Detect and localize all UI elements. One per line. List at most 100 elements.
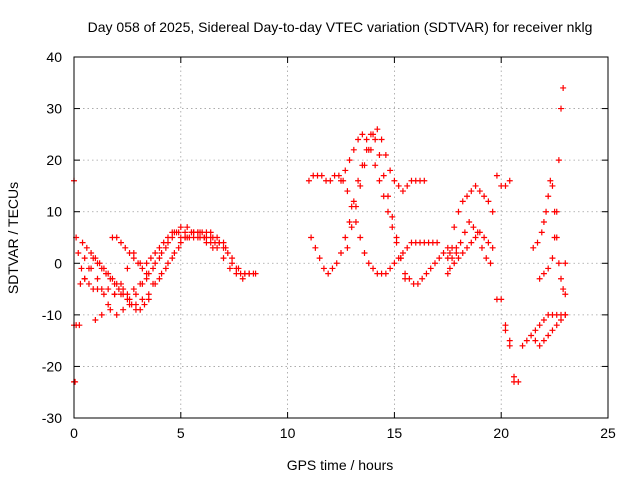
data-point: [382, 151, 389, 158]
data-point: [370, 131, 377, 138]
series-sat-arc-14: [502, 311, 569, 385]
data-point: [560, 286, 567, 293]
data-point: [85, 280, 92, 287]
data-point: [464, 193, 471, 200]
data-point: [446, 265, 453, 272]
data-point: [555, 157, 562, 164]
data-point: [384, 208, 391, 215]
tick-labels: 0 5 10 15 20 25 -30 -20 -10 0 10 20 30 40: [42, 49, 616, 441]
data-point: [316, 255, 323, 262]
data-point: [344, 244, 351, 251]
x-tick-label: 10: [280, 425, 296, 441]
data-point: [562, 291, 569, 298]
data-point: [124, 265, 131, 272]
data-point: [135, 260, 142, 267]
grid: [74, 57, 608, 418]
data-point: [393, 234, 400, 241]
data-point: [141, 301, 148, 308]
data-point: [427, 265, 434, 272]
data-point: [466, 219, 473, 226]
data-point: [344, 188, 351, 195]
data-point: [440, 249, 447, 256]
series-sat-arc-9: [344, 126, 428, 251]
data-point: [318, 172, 325, 179]
data-point: [370, 265, 377, 272]
data-point: [124, 296, 131, 303]
data-point: [220, 244, 227, 251]
data-point: [489, 244, 496, 251]
data-point: [515, 378, 522, 385]
data-point: [348, 224, 355, 231]
data-point: [534, 239, 541, 246]
data-point: [100, 291, 107, 298]
data-point: [380, 193, 387, 200]
data-point: [75, 249, 82, 256]
data-point: [562, 311, 569, 318]
data-point: [352, 219, 359, 226]
data-point: [139, 280, 146, 287]
data-point: [536, 275, 543, 282]
data-point: [325, 270, 332, 277]
data-point: [120, 306, 127, 313]
data-point: [113, 311, 120, 318]
data-point: [81, 255, 88, 262]
data-point: [107, 306, 114, 313]
x-tick-label: 25: [600, 425, 616, 441]
data-point: [158, 249, 165, 256]
data-point: [540, 317, 547, 324]
data-point: [511, 373, 518, 380]
data-point: [342, 234, 349, 241]
data-point: [380, 172, 387, 179]
data-point: [229, 260, 236, 267]
data-point: [436, 255, 443, 262]
data-point: [150, 265, 157, 272]
data-point: [175, 244, 182, 251]
series-sat-arc-6: [77, 255, 152, 313]
data-point: [481, 193, 488, 200]
data-point: [88, 249, 95, 256]
data-point: [143, 275, 150, 282]
data-point: [111, 280, 118, 287]
data-point: [122, 244, 129, 251]
data-point: [361, 162, 368, 169]
data-point: [464, 244, 471, 251]
data-point: [555, 260, 562, 267]
data-point: [79, 239, 86, 246]
data-point: [173, 229, 180, 236]
x-tick-label: 15: [387, 425, 403, 441]
data-point: [162, 244, 169, 251]
y-tick-label: 30: [46, 101, 62, 117]
data-point: [327, 177, 334, 184]
data-point: [169, 255, 176, 262]
data-point: [357, 182, 364, 189]
data-point: [523, 337, 530, 344]
data-point: [164, 234, 171, 241]
data-point: [156, 275, 163, 282]
data-point: [470, 224, 477, 231]
data-point: [372, 162, 379, 169]
data-point: [107, 275, 114, 282]
data-point: [156, 244, 163, 251]
data-point: [226, 265, 233, 272]
data-point: [485, 239, 492, 246]
data-point: [98, 311, 105, 318]
data-point: [502, 182, 509, 189]
data-point: [115, 286, 122, 293]
data-point: [130, 255, 137, 262]
data-point: [94, 275, 101, 282]
data-point: [346, 219, 353, 226]
data-point: [476, 229, 483, 236]
axis-ticks: [73, 56, 609, 419]
data-point: [487, 260, 494, 267]
data-point: [145, 296, 152, 303]
data-point: [558, 317, 565, 324]
data-point: [233, 265, 240, 272]
data-point: [220, 255, 227, 262]
data-point: [530, 244, 537, 251]
data-point: [378, 136, 385, 143]
data-point: [152, 260, 159, 267]
data-point: [150, 280, 157, 287]
data-point: [216, 239, 223, 246]
data-point: [85, 265, 92, 272]
data-point: [387, 265, 394, 272]
